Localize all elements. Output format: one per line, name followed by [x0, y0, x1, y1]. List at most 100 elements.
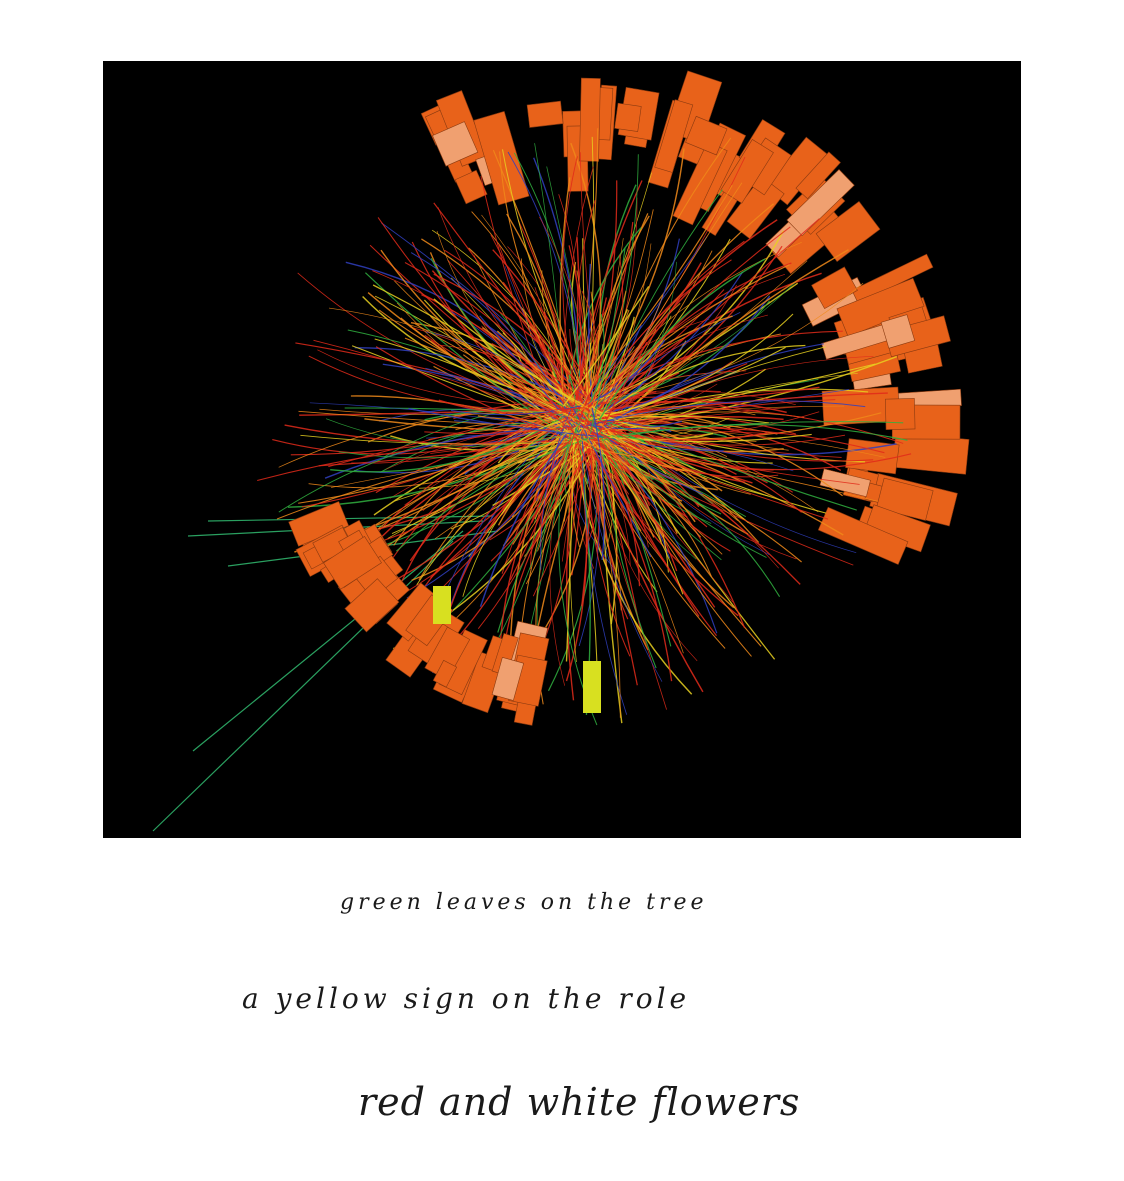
particle-track	[598, 258, 766, 421]
particle-track	[562, 286, 650, 407]
particle-track	[354, 347, 578, 405]
caption-line-1: green leaves on the tree	[340, 890, 708, 915]
particle-track	[598, 341, 648, 436]
particle-track	[436, 230, 583, 419]
particle-track	[564, 416, 600, 515]
particle-track	[584, 427, 885, 454]
particle-track	[586, 439, 712, 577]
particle-track	[308, 355, 584, 411]
particle-track	[540, 407, 573, 570]
calorimeter-block	[795, 151, 841, 200]
particle-track	[477, 432, 576, 629]
beam-line	[192, 530, 464, 752]
particle-track	[454, 411, 564, 491]
particle-track	[462, 354, 577, 421]
particle-track	[586, 421, 904, 440]
particle-track	[598, 249, 849, 440]
particle-track	[571, 414, 673, 682]
calorimeter-block	[614, 102, 642, 132]
particle-track	[497, 419, 564, 464]
particle-track	[573, 434, 643, 457]
calorimeter-block	[454, 169, 488, 205]
particle-track	[318, 435, 578, 467]
particle-track	[539, 216, 590, 427]
particle-track	[377, 217, 580, 438]
calorimeter-block	[845, 438, 900, 475]
particle-track	[462, 439, 578, 597]
particle-track	[598, 361, 733, 411]
particle-track	[559, 177, 571, 402]
particle-track	[596, 182, 743, 424]
particle-track	[583, 291, 595, 407]
particle-track	[345, 261, 572, 407]
particle-track	[583, 418, 621, 718]
particle-track	[433, 298, 602, 416]
particle-track	[598, 424, 908, 442]
particle-track	[580, 410, 641, 587]
calorimeter-block	[880, 314, 916, 349]
particle-collision-image	[103, 61, 1021, 838]
particle-track	[300, 434, 587, 445]
particle-track	[276, 439, 572, 520]
calorimeter-block	[579, 77, 601, 162]
particle-track	[578, 436, 667, 710]
particle-track	[437, 207, 588, 425]
particle-track	[578, 436, 601, 647]
particle-track	[330, 415, 565, 473]
particle-track	[581, 415, 718, 634]
particle-track	[579, 419, 704, 693]
particle-track	[494, 423, 573, 646]
particle-track	[598, 432, 745, 483]
calorimeter-block	[432, 659, 458, 688]
yellow-block	[433, 586, 451, 624]
caption-line-3: red and white flowers	[358, 1080, 801, 1124]
particle-track	[441, 431, 583, 637]
particle-track	[581, 238, 624, 423]
particle-track	[569, 408, 779, 569]
particle-track	[581, 435, 600, 552]
particle-track	[581, 264, 790, 417]
calorimeter-block	[491, 656, 525, 701]
calorimeter-blocks-front	[288, 501, 601, 726]
particle-track	[596, 300, 771, 406]
particle-track	[595, 245, 783, 424]
calorimeter-block	[815, 200, 881, 262]
calorimeter-block	[885, 398, 916, 430]
particle-track	[479, 431, 569, 607]
particle-track	[375, 346, 567, 439]
yellow-block	[583, 661, 601, 713]
particle-track	[562, 422, 622, 611]
particle-track	[579, 434, 712, 524]
particle-track	[408, 407, 603, 438]
particle-track	[393, 408, 573, 546]
particle-track	[600, 243, 652, 420]
particle-tracks	[257, 128, 912, 726]
caption-line-2: a yellow sign on the role	[242, 982, 691, 1015]
particle-track	[396, 437, 591, 552]
particle-track	[600, 424, 752, 657]
calorimeter-block	[786, 169, 855, 237]
particle-track	[573, 233, 618, 405]
particle-track	[361, 403, 584, 550]
particle-track	[600, 423, 696, 523]
particle-track	[441, 376, 601, 437]
particle-track	[597, 439, 642, 633]
particle-track	[590, 440, 878, 502]
particle-track	[576, 200, 596, 410]
calorimeter-block	[323, 536, 382, 590]
particle-track	[562, 166, 594, 417]
particle-track	[372, 284, 585, 409]
particle-track	[583, 439, 700, 617]
particle-track	[537, 436, 580, 537]
particle-track	[351, 345, 567, 426]
calorimeter-block	[720, 139, 774, 204]
particle-track	[558, 425, 598, 726]
calorimeter-block	[817, 506, 909, 565]
particle-track	[328, 407, 572, 468]
particle-track	[433, 273, 597, 407]
particle-track	[554, 418, 588, 501]
particle-track	[396, 302, 578, 442]
calorimeter-blocks	[420, 70, 970, 565]
calorimeter-block	[654, 99, 694, 173]
particle-track	[492, 410, 572, 430]
